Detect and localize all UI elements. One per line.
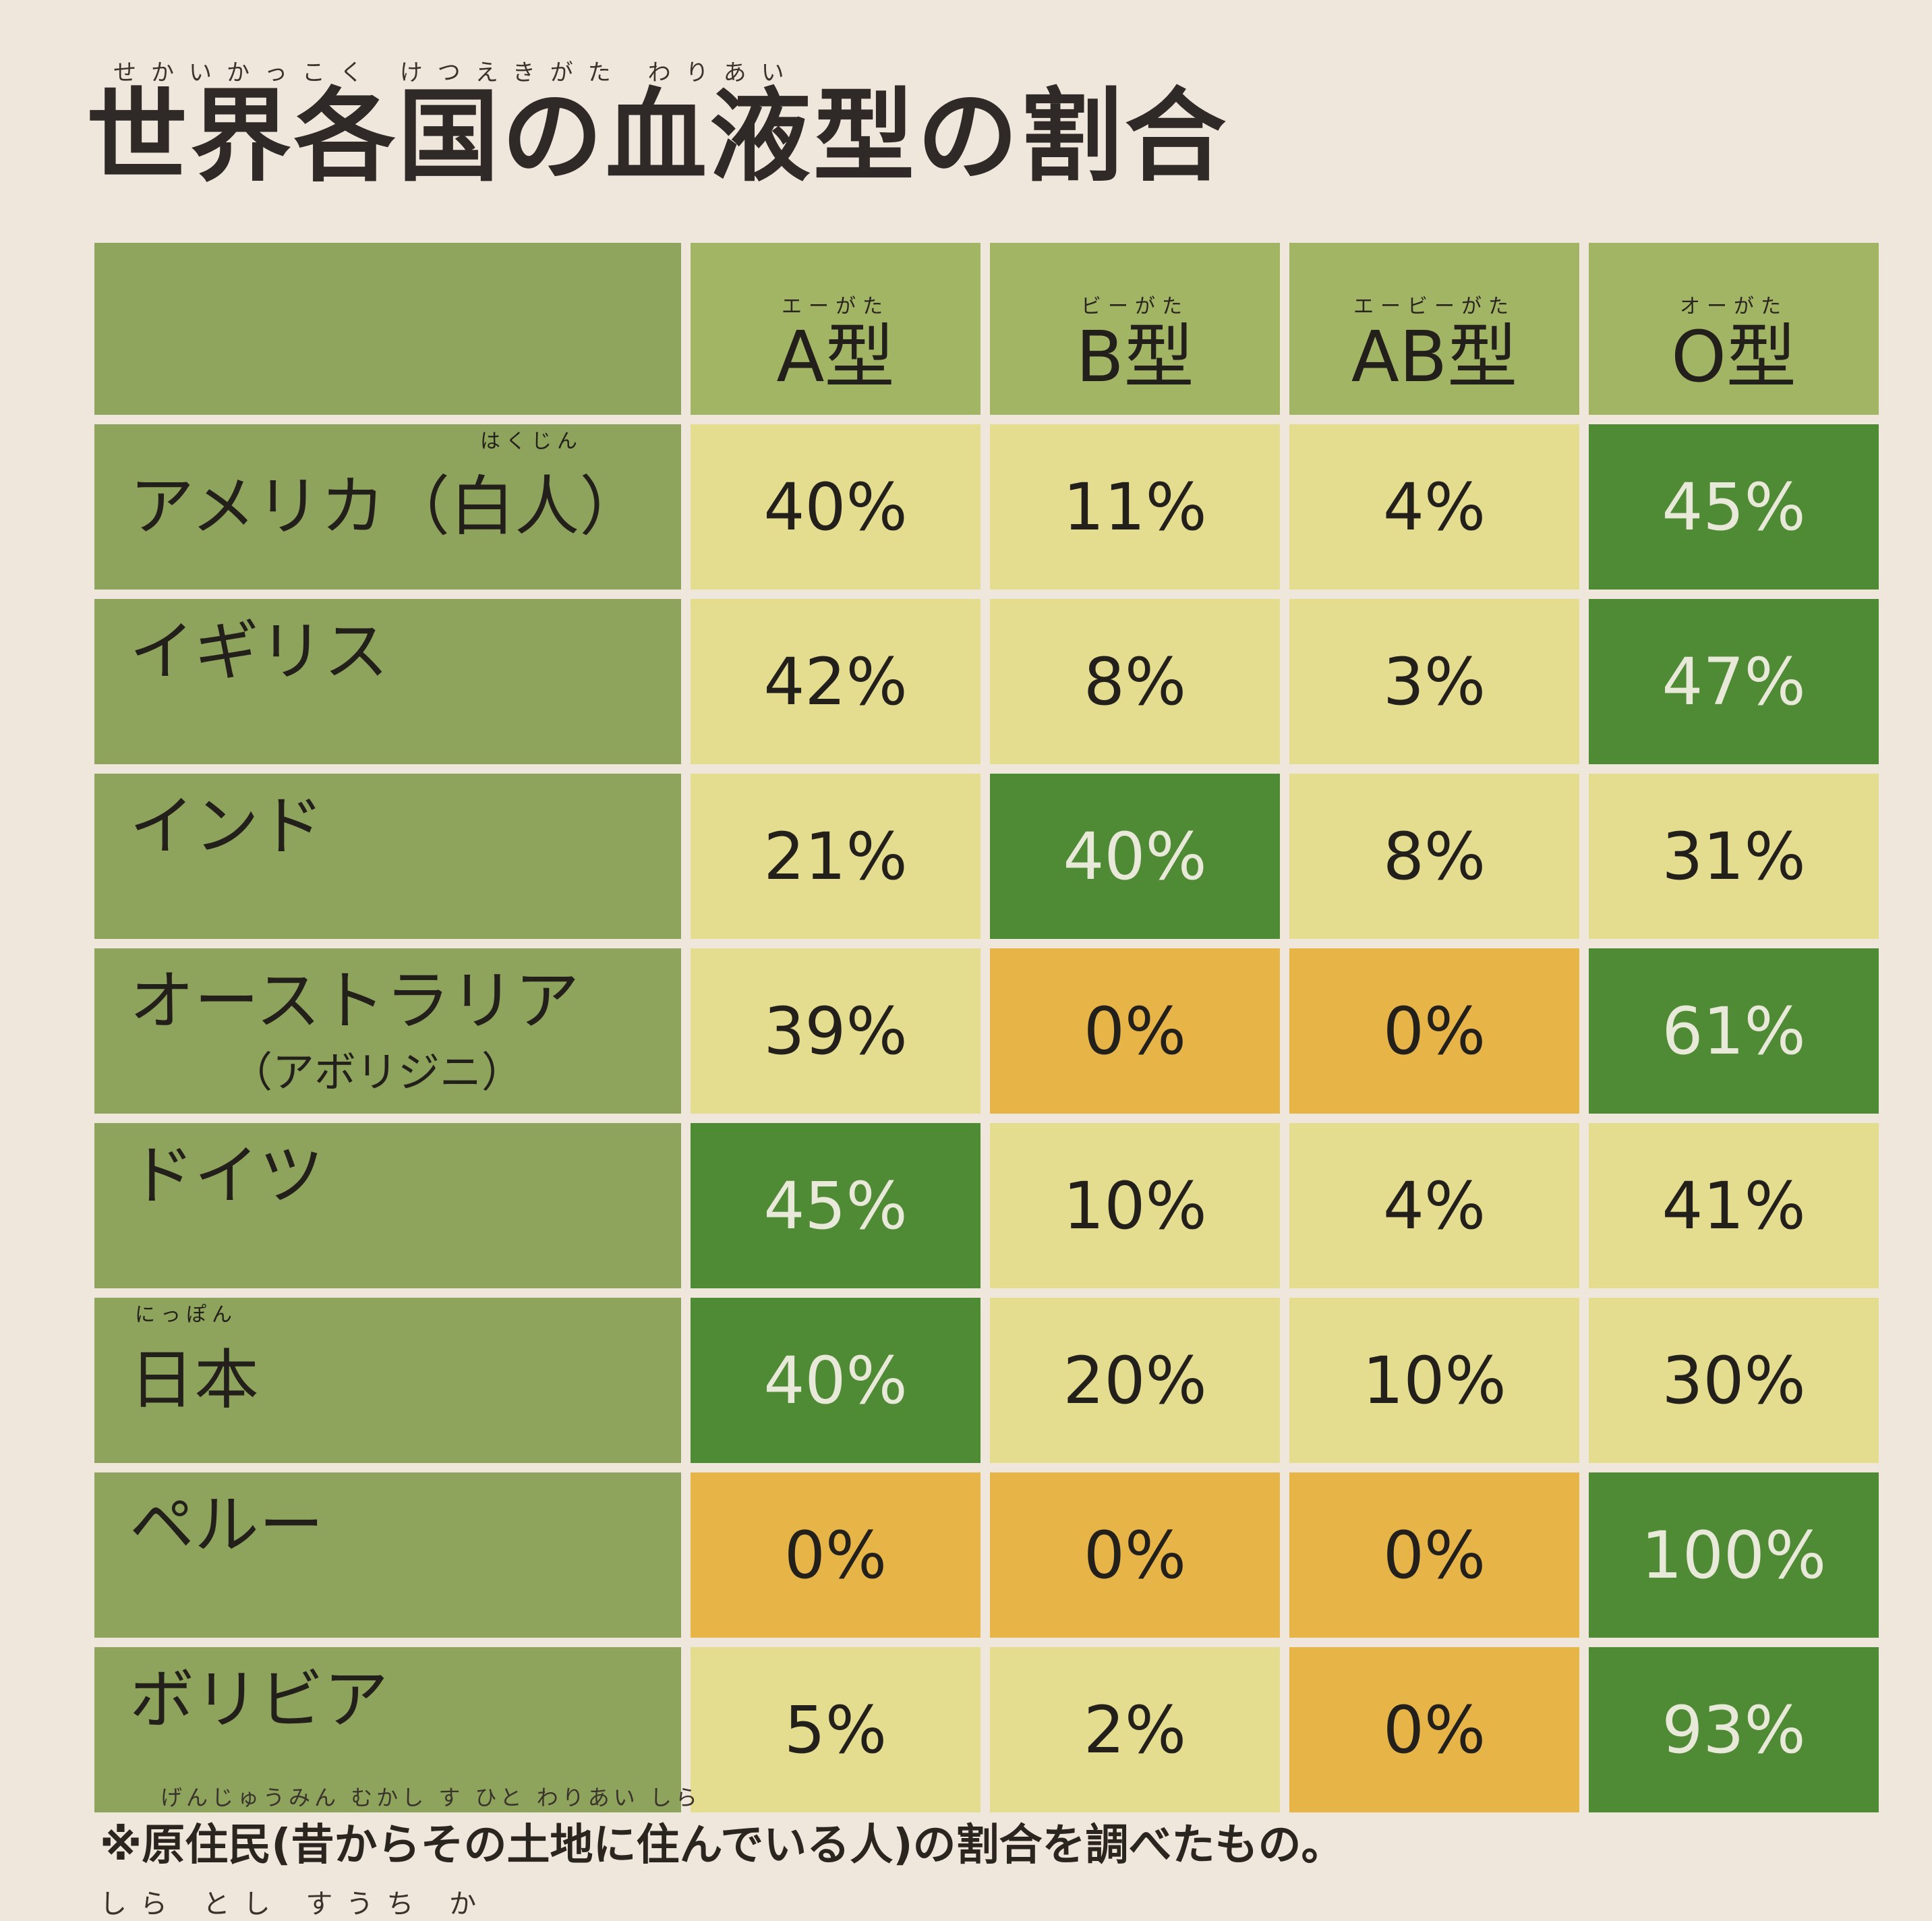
- column-header-label: A型: [776, 316, 895, 398]
- row-header: にっぽん日本: [94, 1298, 681, 1463]
- value-cell: 30%: [1589, 1298, 1879, 1463]
- value-cell: 21%: [691, 774, 980, 939]
- row-header-subtitle: （アボリジニ）: [231, 1048, 524, 1097]
- footnote-cutoff: しら とし すうち か: [100, 1889, 490, 1920]
- value-cell: 0%: [691, 1472, 980, 1638]
- column-header-ruby: オーがた: [1680, 295, 1788, 318]
- value-cell: 8%: [1289, 774, 1579, 939]
- table-corner: [94, 243, 681, 415]
- value-cell: 100%: [1589, 1472, 1879, 1638]
- column-header-1: ビーがた B型: [990, 243, 1280, 415]
- value-cell: 0%: [990, 1472, 1280, 1638]
- value-cell: 2%: [990, 1647, 1280, 1812]
- value-cell: 0%: [1289, 1472, 1579, 1638]
- value-cell: 0%: [1289, 948, 1579, 1114]
- value-cell: 31%: [1589, 774, 1879, 939]
- row-header: インド: [94, 774, 681, 939]
- value-cell: 47%: [1589, 599, 1879, 764]
- value-cell: 10%: [1289, 1298, 1579, 1463]
- row-header: ドイツ: [94, 1123, 681, 1288]
- value-cell: 5%: [691, 1647, 980, 1812]
- value-cell: 20%: [990, 1298, 1280, 1463]
- row-header-ruby: はくじん: [480, 430, 583, 453]
- value-cell: 4%: [1289, 424, 1579, 590]
- column-header-ruby: ビーがた: [1081, 295, 1189, 318]
- column-header-ruby: エービーがた: [1353, 295, 1515, 318]
- value-cell: 11%: [990, 424, 1280, 590]
- column-header-ruby: エーがた: [782, 295, 889, 318]
- column-header-3: オーがた O型: [1589, 243, 1879, 415]
- column-header-label: AB型: [1351, 316, 1518, 398]
- title-block: せかいかっこく けつえきがた わりあい 世界各国の血液型の割合: [86, 54, 1229, 188]
- value-cell: 39%: [691, 948, 980, 1114]
- footnote-text: ※原住民(昔からその土地に住んでいる人)の割合を調べたもの。: [100, 1820, 1345, 1870]
- row-header-country: ボリビア: [129, 1662, 388, 1738]
- value-cell: 8%: [990, 599, 1280, 764]
- row-header-country: イギリス: [129, 614, 388, 689]
- title-ruby: せかいかっこく けつえきがた わりあい: [113, 59, 799, 86]
- value-cell: 41%: [1589, 1123, 1879, 1288]
- blood-type-table: エーがた A型 ビーがた B型 エービーがた AB型 オーがた O型 はくじん アメリカ（白人） 4…: [94, 243, 1879, 1812]
- column-header-0: エーがた A型: [691, 243, 980, 415]
- value-cell: 10%: [990, 1123, 1280, 1288]
- value-cell: 40%: [990, 774, 1280, 939]
- row-header: はくじんアメリカ（白人）: [94, 424, 681, 590]
- row-header-country: 日本: [129, 1342, 259, 1418]
- page-title: 世界各国の血液型の割合: [86, 78, 1229, 196]
- row-header-country: オーストラリア: [129, 963, 580, 1039]
- value-cell: 40%: [691, 424, 980, 590]
- column-header-2: エービーがた AB型: [1289, 243, 1579, 415]
- footnote-ruby: げんじゅうみん むかし す ひと わりあい しら: [160, 1785, 701, 1810]
- row-header: ペルー: [94, 1472, 681, 1638]
- row-header-ruby: にっぽん: [135, 1303, 237, 1327]
- value-cell: 42%: [691, 599, 980, 764]
- value-cell: 93%: [1589, 1647, 1879, 1812]
- column-header-label: B型: [1076, 316, 1194, 398]
- row-header-country: ペルー: [129, 1487, 324, 1563]
- value-cell: 61%: [1589, 948, 1879, 1114]
- row-header: イギリス: [94, 599, 681, 764]
- value-cell: 4%: [1289, 1123, 1579, 1288]
- value-cell: 45%: [691, 1123, 980, 1288]
- row-header: ボリビア: [94, 1647, 681, 1812]
- row-header-country: アメリカ（白人）: [129, 469, 645, 544]
- value-cell: 40%: [691, 1298, 980, 1463]
- row-header-country: ドイツ: [129, 1138, 324, 1213]
- value-cell: 0%: [990, 948, 1280, 1114]
- value-cell: 45%: [1589, 424, 1879, 590]
- value-cell: 3%: [1289, 599, 1579, 764]
- column-header-label: O型: [1671, 316, 1796, 398]
- value-cell: 0%: [1289, 1647, 1579, 1812]
- row-header-country: インド: [129, 789, 324, 864]
- row-header: オーストラリア （アボリジニ）: [94, 948, 681, 1114]
- footnote: げんじゅうみん むかし す ひと わりあい しら ※原住民(昔からその土地に住ん…: [100, 1781, 1853, 1872]
